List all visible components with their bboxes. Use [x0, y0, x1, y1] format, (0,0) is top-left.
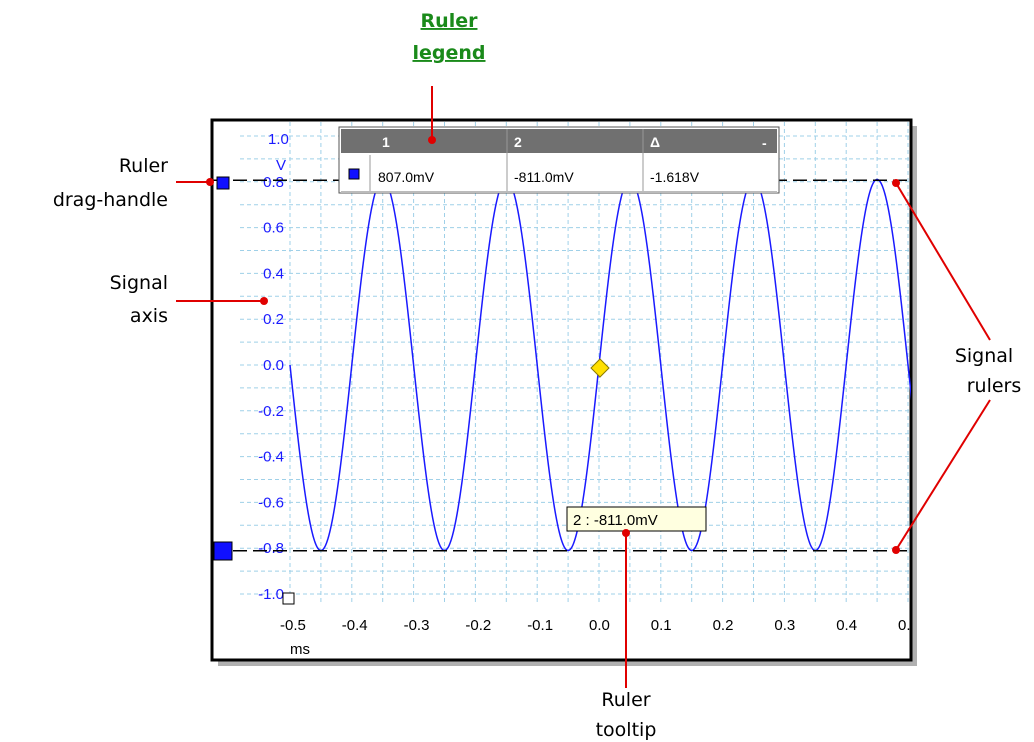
legend-series-swatch [348, 168, 360, 180]
x-tick-label: -0.5 [280, 617, 306, 634]
x-tick-label: -0.4 [342, 617, 368, 634]
ruler-legend-title-line2[interactable]: legend [412, 42, 485, 64]
legend-collapse-button[interactable]: - [762, 135, 767, 151]
ruler-1-drag-handle[interactable] [216, 176, 230, 190]
x-tick-label: -0.2 [465, 617, 491, 634]
y-axis-max-label: 1.0 [268, 131, 289, 148]
y-tick-label: -0.8 [258, 540, 284, 557]
legend-value-1: 807.0mV [378, 169, 435, 185]
legend-delta-header: Δ [650, 134, 660, 150]
y-tick-label: -0.6 [258, 494, 284, 511]
ruler-tooltip-label-line2: tooltip [596, 719, 657, 741]
signal-axis-label-line1: Signal [110, 272, 168, 294]
x-tick-label: -0.1 [527, 617, 553, 634]
signal-axis-label-line2: axis [130, 305, 168, 327]
y-tick-label: -0.2 [258, 403, 284, 420]
ruler-legend[interactable]: 1 2 Δ - 807.0mV -811.0mV -1.618V [338, 126, 780, 194]
x-tick-label: 0.4 [836, 617, 857, 634]
x-tick-label: 0.0 [589, 617, 610, 634]
x-tick-label: 0. [898, 617, 911, 634]
legend-col-1-header: 1 [382, 134, 390, 150]
y-tick-label: -0.4 [258, 449, 284, 466]
callout-dot-drag-handle [206, 178, 214, 186]
x-tick-label: 0.1 [651, 617, 672, 634]
y-axis-unit: V [276, 157, 286, 174]
x-tick-label: 0.3 [774, 617, 795, 634]
x-axis-drag-handle[interactable] [282, 592, 295, 605]
ruler-tooltip-text: 2 : -811.0mV [573, 512, 658, 529]
y-axis-ticks: 0.8 0.6 0.4 0.2 0.0 -0.2 -0.4 -0.6 -0.8 -1.0 [258, 174, 284, 603]
y-tick-label: 0.0 [263, 357, 284, 374]
drag-handle-label-line2: drag-handle [53, 189, 168, 211]
scope-panel [210, 118, 913, 662]
drag-handle-label-line1: Ruler [119, 155, 168, 177]
ruler-tooltip-label-line1: Ruler [601, 689, 650, 711]
x-tick-label: -0.3 [404, 617, 430, 634]
y-tick-label: 0.4 [263, 265, 284, 282]
x-axis-unit: ms [290, 641, 310, 658]
callout-dot-signal-axis [260, 297, 268, 305]
callout-dot-tooltip [622, 529, 630, 537]
ruler-2-drag-handle[interactable] [213, 541, 233, 561]
legend-col-2-header: 2 [514, 134, 522, 150]
legend-value-delta: -1.618V [650, 169, 700, 185]
callout-dot-legend [428, 136, 436, 144]
ruler-legend-header [341, 129, 777, 153]
callout-line-ruler-1 [895, 182, 991, 341]
callout-dot-ruler-1 [892, 179, 900, 187]
signal-rulers-label-line1: Signal [955, 345, 1013, 367]
x-tick-label: 0.2 [713, 617, 734, 634]
y-tick-label: 0.2 [263, 311, 284, 328]
signal-marker[interactable] [590, 358, 610, 378]
y-tick-label: 0.8 [263, 174, 284, 191]
callout-line-ruler-2 [895, 399, 991, 551]
ruler-legend-title-line1[interactable]: Ruler [421, 10, 479, 32]
ruler-tooltip: 2 : -811.0mV [566, 506, 707, 532]
signal-rulers-label-line2: rulers [967, 375, 1022, 397]
signal-trace [289, 178, 911, 552]
y-tick-label: -1.0 [258, 586, 284, 603]
callout-dot-ruler-2 [892, 546, 900, 554]
legend-value-2: -811.0mV [514, 169, 574, 185]
x-axis-ticks: -0.5 -0.4 -0.3 -0.2 -0.1 0.0 0.1 0.2 0.3 0.4 0. [280, 617, 911, 634]
y-tick-label: 0.6 [263, 220, 284, 237]
